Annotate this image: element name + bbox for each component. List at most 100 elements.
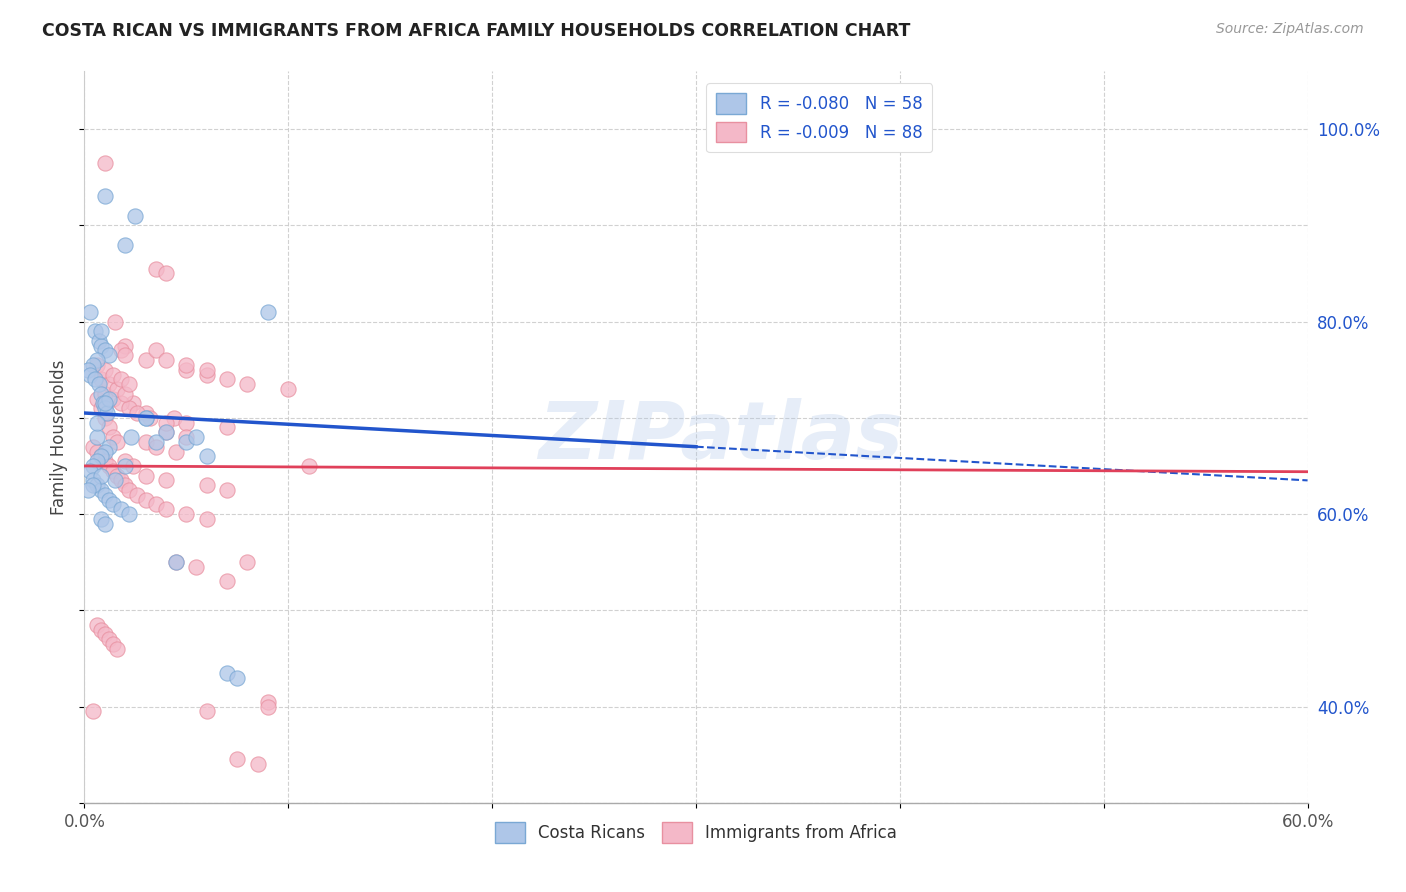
Point: [90, 450, 112, 464]
Point: [174, 416, 197, 430]
Point: [93, 189, 115, 203]
Point: [195, 705, 218, 719]
Point: [86, 430, 108, 444]
Point: [101, 464, 124, 478]
Point: [236, 377, 259, 392]
Point: [165, 555, 187, 569]
Point: [114, 348, 136, 362]
Point: [90, 483, 112, 497]
Point: [93, 155, 115, 169]
Point: [122, 458, 145, 473]
Point: [277, 382, 299, 396]
Point: [118, 483, 141, 497]
Point: [93, 343, 115, 358]
Point: [105, 468, 128, 483]
Point: [195, 450, 218, 464]
Point: [93, 410, 115, 425]
Point: [86, 358, 108, 372]
Point: [82, 478, 104, 492]
Point: [217, 574, 239, 589]
Point: [87, 334, 110, 348]
Point: [114, 458, 136, 473]
Point: [97, 392, 120, 406]
Point: [90, 450, 112, 464]
Point: [101, 430, 124, 444]
Point: [86, 617, 108, 632]
Point: [155, 416, 177, 430]
Point: [195, 512, 218, 526]
Point: [217, 483, 239, 497]
Point: [135, 468, 157, 483]
Point: [104, 474, 127, 488]
Point: [82, 474, 104, 488]
Point: [114, 478, 136, 492]
Point: [93, 401, 115, 416]
Point: [124, 209, 146, 223]
Point: [114, 339, 136, 353]
Point: [93, 488, 115, 502]
Point: [155, 502, 177, 516]
Point: [83, 372, 105, 386]
Point: [257, 305, 280, 319]
Point: [186, 560, 208, 574]
Point: [101, 392, 124, 406]
Point: [77, 362, 100, 376]
Point: [114, 454, 136, 468]
Point: [174, 358, 197, 372]
Point: [93, 362, 115, 376]
Point: [118, 507, 141, 521]
Point: [114, 237, 136, 252]
Point: [127, 488, 149, 502]
Point: [110, 396, 132, 410]
Legend: Costa Ricans, Immigrants from Africa: Costa Ricans, Immigrants from Africa: [488, 815, 904, 849]
Point: [114, 386, 136, 401]
Point: [174, 434, 197, 449]
Y-axis label: Family Households: Family Households: [51, 359, 69, 515]
Point: [145, 343, 167, 358]
Point: [257, 699, 280, 714]
Point: [86, 353, 108, 368]
Point: [96, 406, 118, 420]
Point: [82, 358, 104, 372]
Point: [86, 444, 108, 458]
Point: [195, 368, 218, 382]
Point: [77, 483, 100, 497]
Point: [155, 425, 177, 440]
Point: [93, 386, 115, 401]
Point: [138, 410, 160, 425]
Point: [105, 382, 128, 396]
Point: [120, 430, 142, 444]
Point: [155, 425, 177, 440]
Point: [122, 396, 145, 410]
Point: [195, 362, 218, 376]
Point: [79, 464, 101, 478]
Point: [165, 444, 187, 458]
Point: [135, 353, 157, 368]
Point: [90, 623, 112, 637]
Point: [217, 420, 239, 434]
Point: [93, 454, 115, 468]
Point: [135, 434, 157, 449]
Point: [86, 478, 108, 492]
Point: [90, 324, 112, 338]
Point: [97, 440, 120, 454]
Text: ZIPatlas: ZIPatlas: [538, 398, 903, 476]
Point: [101, 498, 124, 512]
Point: [145, 440, 167, 454]
Point: [145, 261, 167, 276]
Point: [110, 474, 132, 488]
Point: [87, 377, 110, 392]
Point: [97, 348, 120, 362]
Point: [110, 502, 132, 516]
Point: [135, 410, 157, 425]
Point: [246, 757, 269, 772]
Point: [110, 372, 132, 386]
Point: [86, 416, 108, 430]
Point: [82, 440, 104, 454]
Point: [105, 434, 128, 449]
Point: [174, 430, 197, 444]
Point: [82, 458, 104, 473]
Point: [226, 752, 249, 766]
Point: [91, 396, 114, 410]
Point: [226, 671, 249, 685]
